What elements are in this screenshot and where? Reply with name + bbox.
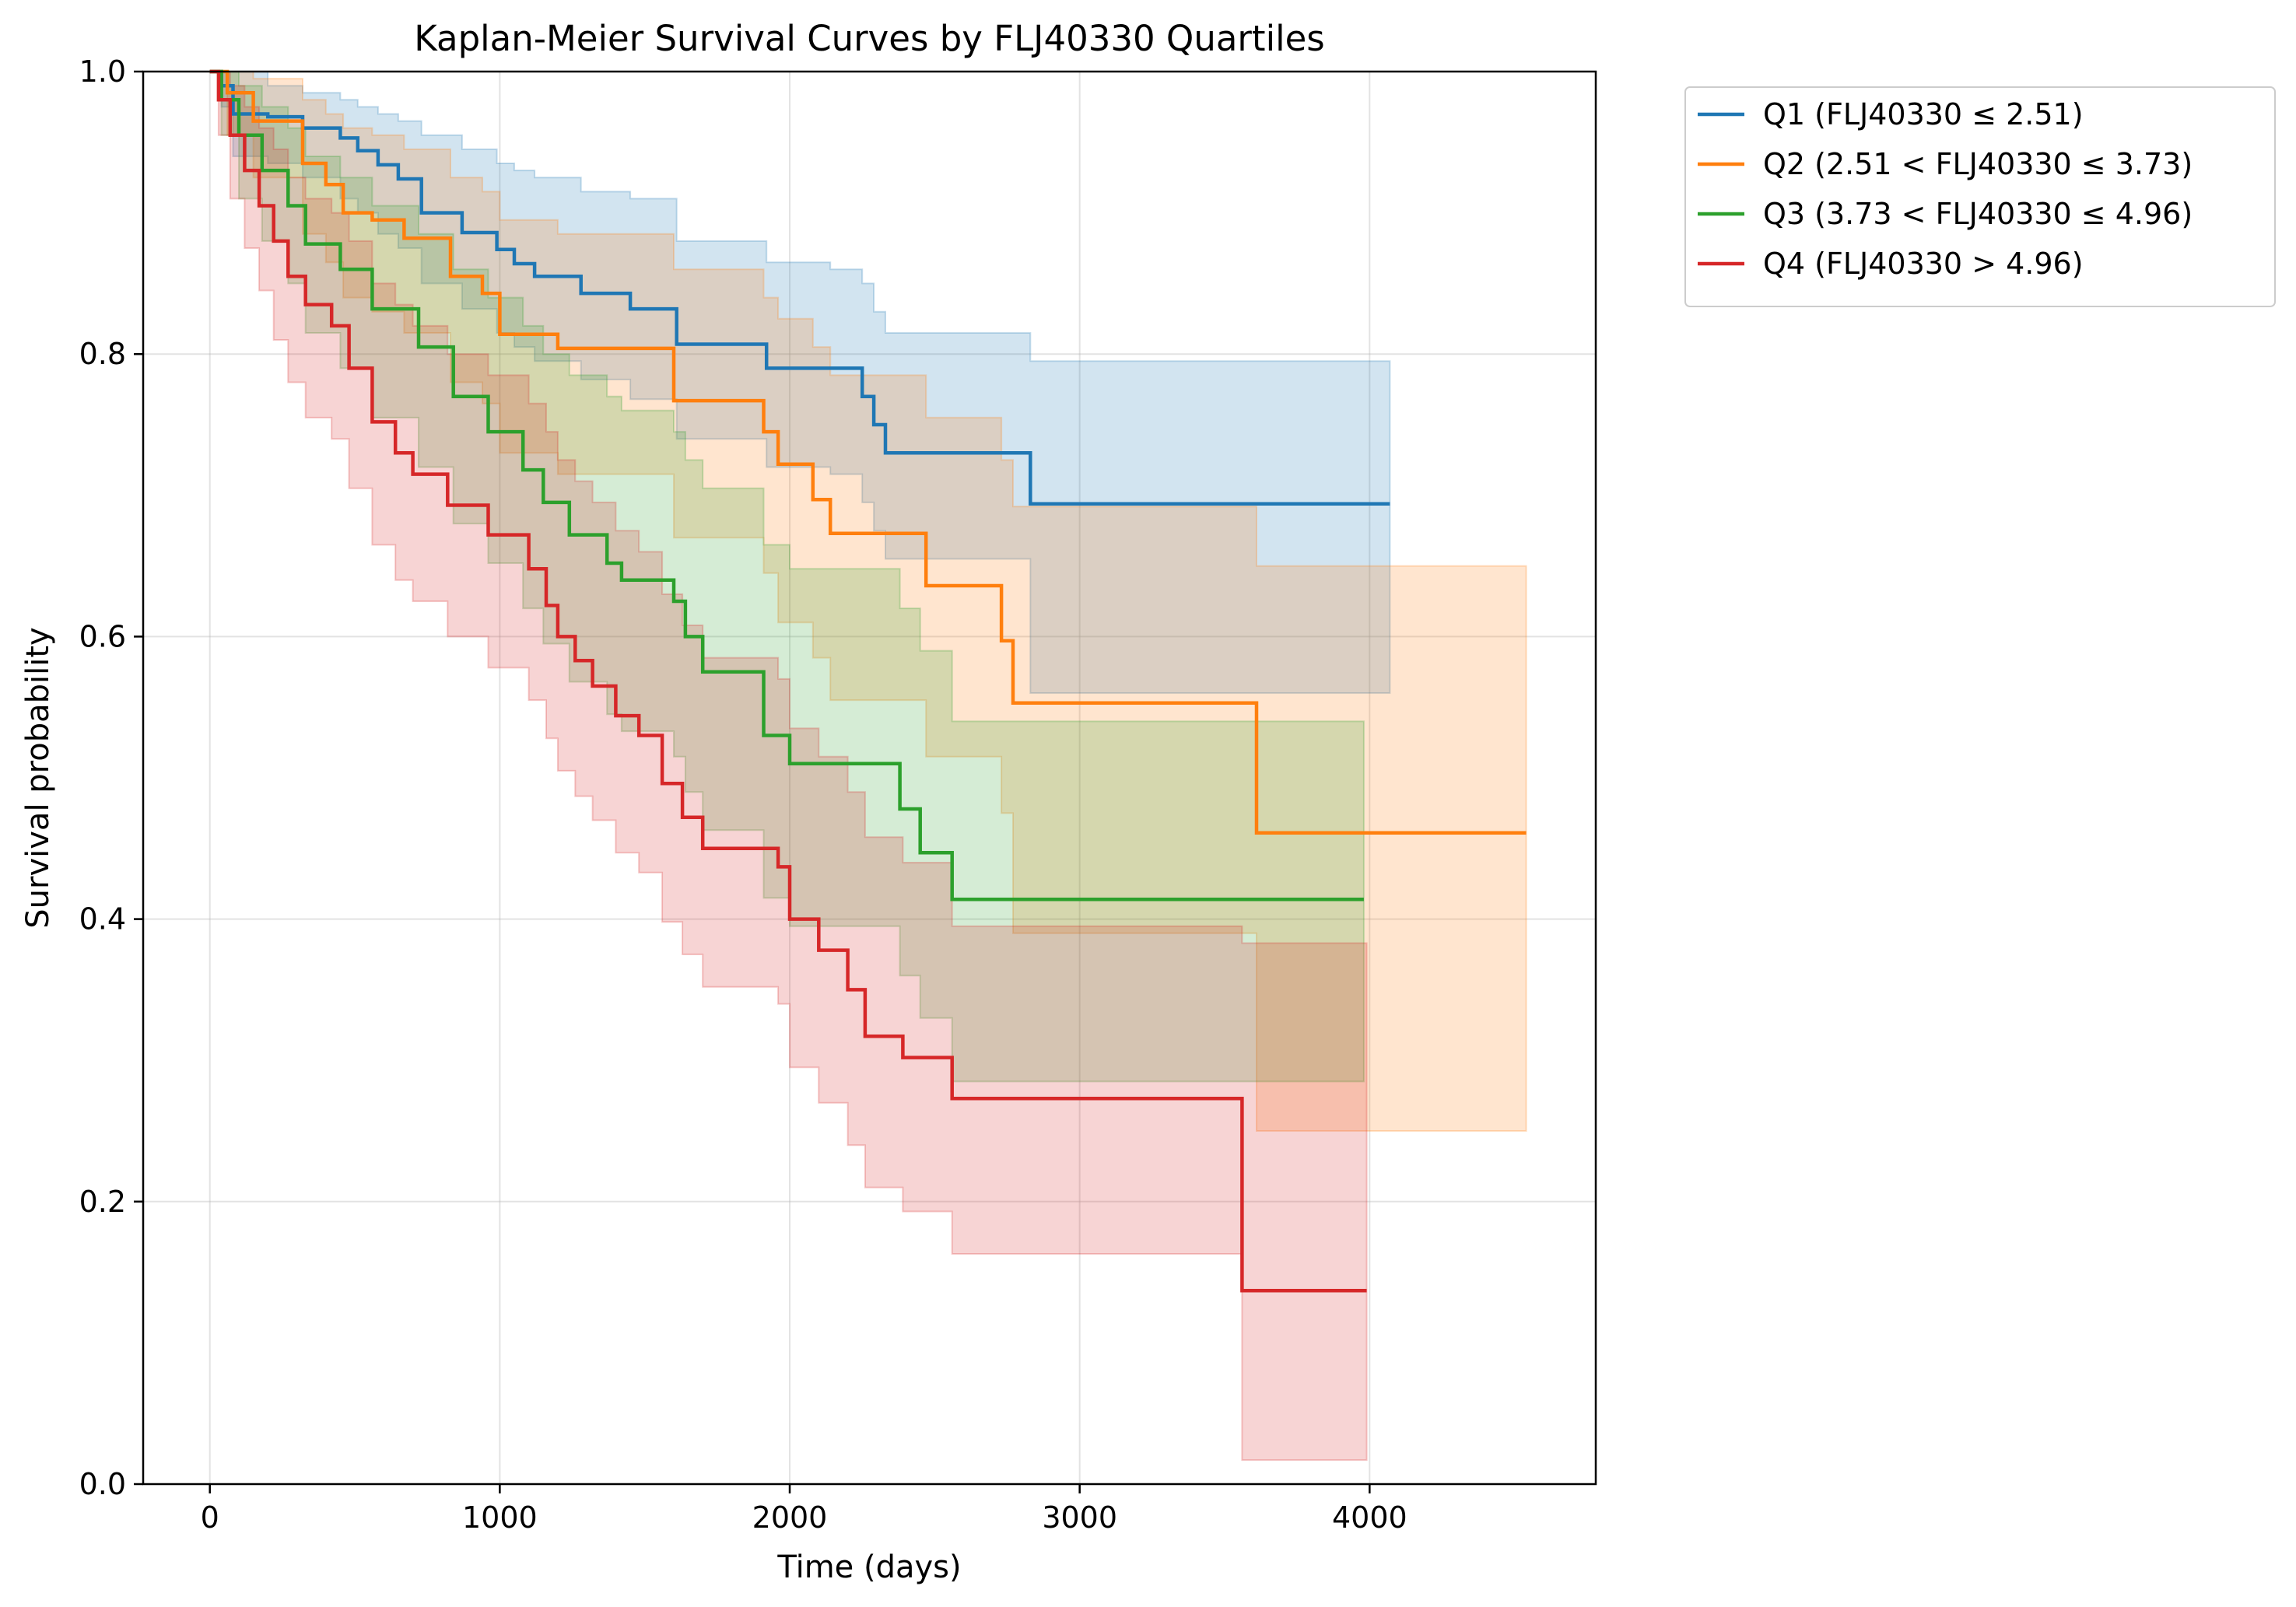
ci-band-q2 bbox=[209, 71, 1527, 1132]
x-tick-label: 4000 bbox=[1332, 1500, 1407, 1535]
plot-frame bbox=[142, 70, 1597, 1486]
survival-curve-q4 bbox=[209, 69, 1367, 1293]
legend-label-q4: Q4 (FLJ40330 > 4.96) bbox=[1763, 247, 2084, 281]
legend: Q1 (FLJ40330 ≤ 2.51) Q2 (2.51 < FLJ40330 … bbox=[1684, 86, 2276, 307]
ci-band-q4 bbox=[209, 71, 1368, 1462]
survival-curve-q2 bbox=[209, 69, 1527, 835]
y-tick-label: 0.4 bbox=[79, 902, 126, 937]
y-tick-label: 0.2 bbox=[79, 1185, 126, 1219]
axis-ticks: 0 1000 2000 3000 4000 0.0 0.2 0.4 0.6 0.8 1.0 bbox=[79, 54, 1407, 1535]
chart-title: Kaplan-Meier Survival Curves by FLJ40330… bbox=[414, 18, 1324, 59]
x-tick-label: 2000 bbox=[752, 1500, 828, 1535]
y-axis-label: Survival probability bbox=[20, 627, 56, 928]
x-tick-label: 3000 bbox=[1042, 1500, 1117, 1535]
y-tick-label: 1.0 bbox=[79, 54, 126, 89]
confidence-bands bbox=[209, 71, 1527, 1462]
legend-label-q2: Q2 (2.51 < FLJ40330 ≤ 3.73) bbox=[1763, 147, 2193, 181]
ci-band-q1 bbox=[209, 71, 1391, 694]
x-tick-label: 0 bbox=[201, 1500, 219, 1535]
y-tick-label: 0.6 bbox=[79, 619, 126, 653]
x-axis-label: Time (days) bbox=[776, 1549, 961, 1585]
y-tick-label: 0.8 bbox=[79, 337, 126, 371]
y-tick-label: 0.0 bbox=[79, 1467, 126, 1501]
legend-label-q1: Q1 (FLJ40330 ≤ 2.51) bbox=[1763, 97, 2084, 131]
legend-label-q3: Q3 (3.73 < FLJ40330 ≤ 4.96) bbox=[1763, 197, 2193, 231]
survival-curve-q3 bbox=[209, 69, 1364, 902]
x-tick-label: 1000 bbox=[462, 1500, 538, 1535]
legend-box bbox=[1684, 86, 2276, 307]
survival-curves bbox=[209, 69, 1527, 1293]
